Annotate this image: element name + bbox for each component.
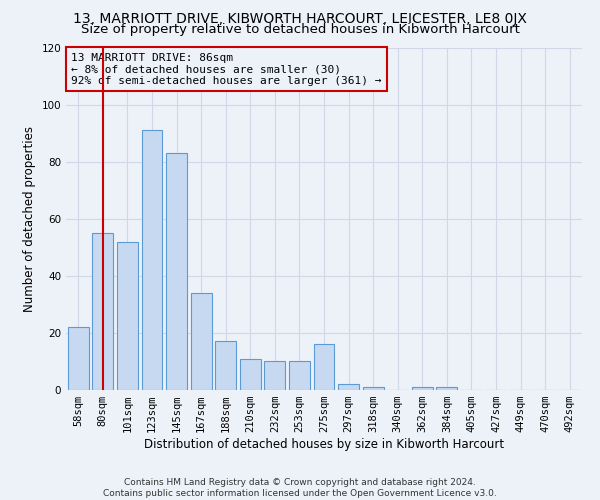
Bar (362, 387, 383, 390)
Y-axis label: Number of detached properties: Number of detached properties (23, 126, 36, 312)
Text: 13, MARRIOTT DRIVE, KIBWORTH HARCOURT, LEICESTER, LE8 0JX: 13, MARRIOTT DRIVE, KIBWORTH HARCOURT, L… (73, 12, 527, 26)
Text: 13 MARRIOTT DRIVE: 86sqm
← 8% of detached houses are smaller (30)
92% of semi-de: 13 MARRIOTT DRIVE: 86sqm ← 8% of detache… (71, 52, 382, 86)
Bar (166, 153, 187, 390)
Bar (436, 387, 457, 390)
Bar (92, 233, 113, 390)
Bar (314, 344, 334, 390)
Bar (240, 358, 261, 390)
Bar (142, 130, 163, 390)
Bar (68, 327, 89, 390)
Bar (338, 384, 359, 390)
X-axis label: Distribution of detached houses by size in Kibworth Harcourt: Distribution of detached houses by size … (144, 438, 504, 451)
Bar (412, 387, 433, 390)
Bar (191, 293, 212, 390)
Bar (215, 342, 236, 390)
Text: Contains HM Land Registry data © Crown copyright and database right 2024.
Contai: Contains HM Land Registry data © Crown c… (103, 478, 497, 498)
Text: Size of property relative to detached houses in Kibworth Harcourt: Size of property relative to detached ho… (80, 22, 520, 36)
Bar (265, 362, 286, 390)
Bar (117, 242, 138, 390)
Bar (289, 362, 310, 390)
